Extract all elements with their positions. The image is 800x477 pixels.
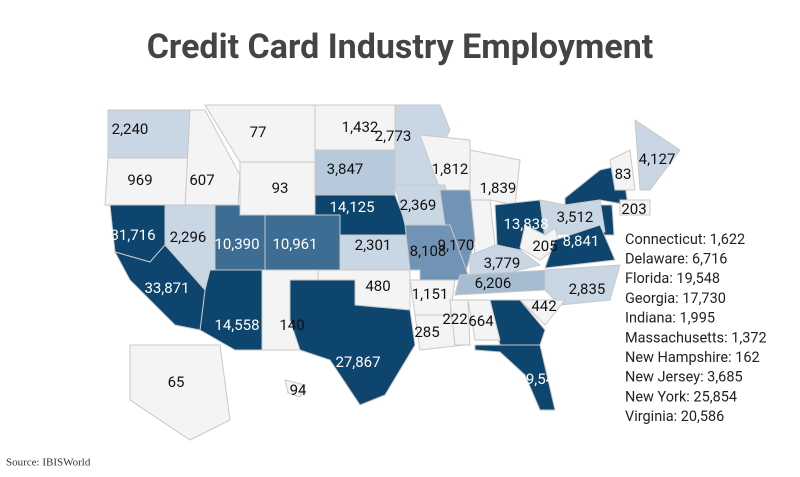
state-shape: [284, 379, 306, 398]
state-value-label: 65: [168, 373, 185, 391]
state-shape: [544, 224, 616, 269]
state-shape: [467, 299, 501, 341]
state-shape: [289, 279, 416, 406]
state-value-label: 2,773: [375, 127, 412, 145]
state-value-label: 3,779: [484, 254, 521, 272]
state-shape: [114, 244, 206, 331]
state-value-label: 1,432: [342, 118, 379, 136]
callout-label: Delaware: 6,716: [625, 251, 727, 268]
state-value-label: 222: [442, 310, 467, 328]
callout-label: New Jersey: 3,685: [625, 369, 743, 386]
state-shape: [609, 149, 636, 191]
state-value-label: 8,108: [410, 242, 447, 260]
state-value-label: 140: [279, 316, 304, 334]
state-value-label: 3,512: [557, 208, 594, 226]
state-shape: [184, 109, 241, 209]
state-value-label: 2,369: [400, 196, 437, 214]
callout-label: Georgia: 17,730: [625, 290, 726, 307]
state-value-label: 205: [532, 237, 557, 255]
state-value-label: 664: [468, 312, 494, 330]
callout-list: Connecticut: 1,622 Delaware: 6,716 Florida…: [625, 231, 767, 425]
state-value-label: 2,835: [569, 280, 606, 298]
state-value-label: 1,812: [432, 160, 469, 178]
state-value-label: 480: [365, 277, 390, 295]
state-value-label: 14,558: [214, 316, 259, 334]
state-value-label: 2,240: [112, 120, 149, 138]
state-value-label: 607: [189, 171, 214, 189]
state-value-label: 83: [615, 165, 632, 183]
chart-title: Credit Card Industry Employment: [147, 27, 654, 67]
callout-label: Florida: 19,548: [625, 270, 720, 287]
state-shape: [619, 199, 651, 216]
state-value-label: 969: [127, 171, 152, 189]
state-value-label: 4,127: [639, 150, 676, 168]
state-shape: [129, 344, 231, 441]
state-value-label: 6,206: [475, 274, 512, 292]
state-value-label: 77: [250, 123, 267, 141]
state-value-label: 14,125: [329, 198, 374, 216]
state-value-label: 8,841: [563, 232, 600, 250]
state-shape: [634, 119, 681, 191]
state-shape: [544, 264, 621, 306]
state-value-label: 2,301: [355, 236, 392, 254]
callout-label: Massachusetts: 1,372: [625, 329, 767, 346]
callout-label: New York: 25,854: [625, 388, 737, 405]
state-value-label: 1,151: [412, 285, 449, 303]
state-shape: [518, 299, 567, 326]
states: [104, 104, 681, 441]
state-value-label: 94: [290, 381, 307, 399]
state-value-label: 285: [414, 323, 439, 341]
state-value-label: 203: [621, 200, 646, 218]
state-value-label: 2,296: [170, 228, 207, 246]
state-shape: [539, 199, 606, 236]
callout-label: Indiana: 1,995: [625, 310, 715, 327]
state-value-label: 442: [531, 297, 556, 315]
callout-label: Virginia: 20,586: [625, 408, 724, 425]
state-value-label: 33,871: [144, 279, 189, 297]
state-shape: [474, 344, 556, 411]
state-value-label: 3,847: [327, 160, 364, 178]
callout-label: Connecticut: 1,622: [625, 231, 745, 248]
state-value-label: 27,867: [335, 353, 380, 371]
state-value-label: 1,839: [480, 179, 517, 197]
state-value-label: 10,390: [214, 235, 259, 253]
callout-label: New Hampshire: 162: [625, 349, 760, 366]
state-value-label: 31,716: [110, 226, 155, 244]
state-value-label: 9,170: [438, 236, 475, 254]
state-value-label: 93: [272, 179, 289, 197]
state-value-label: 19,548: [517, 370, 562, 388]
state-value-label: 10,961: [272, 235, 317, 253]
state-shape: [449, 299, 471, 346]
state-value-label: 13,838: [503, 215, 548, 233]
source-note: Source: IBISWorld: [6, 457, 91, 469]
